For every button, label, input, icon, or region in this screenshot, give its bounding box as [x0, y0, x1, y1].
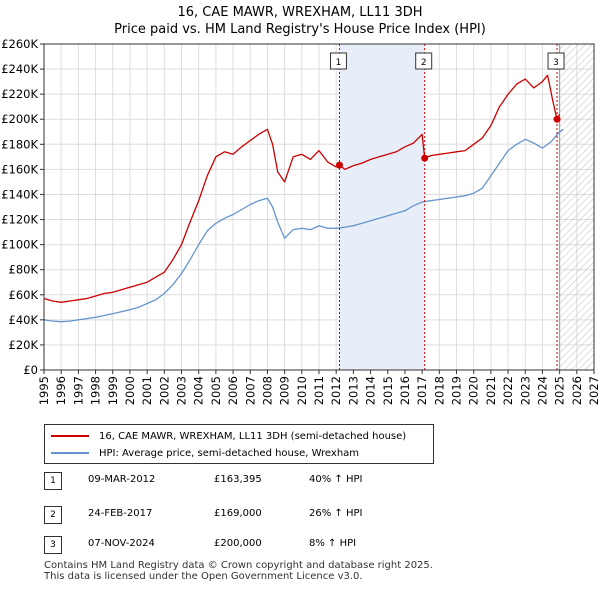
transaction-number-badge: 3 [44, 536, 62, 554]
x-tick-label: 2002 [157, 376, 171, 405]
x-tick-label: 2012 [329, 376, 343, 405]
footer: Contains HM Land Registry data © Crown c… [44, 560, 433, 582]
sale-markers: 1 2 3 [329, 44, 565, 370]
x-tick-label: 2024 [535, 376, 549, 405]
footer-copyright: Contains HM Land Registry data © Crown c… [44, 560, 433, 571]
sale-badge-label-1: 1 [336, 58, 342, 68]
property-price-line [43, 74, 561, 303]
y-tick-label: £60K [9, 288, 39, 302]
sale-badge-label-2: 2 [421, 58, 427, 68]
table-row: 1 09-MAR-2012 £163,395 40% ↑ HPI [44, 472, 564, 490]
y-tick-label: £20K [9, 338, 39, 352]
sale-badge-3 [547, 52, 565, 70]
transaction-number-badge: 2 [44, 506, 62, 524]
x-tick-label: 2016 [398, 376, 412, 405]
y-tick-label: £180K [1, 137, 38, 151]
transaction-price: £169,000 [214, 508, 262, 519]
x-tick-label: 1999 [106, 376, 120, 405]
legend-label-property: 16, CAE MAWR, WREXHAM, LL11 3DH (semi-de… [99, 430, 407, 442]
x-tick-label: 2019 [450, 376, 464, 405]
y-tick-label: £160K [1, 162, 38, 176]
x-tick-label: 2009 [278, 376, 292, 405]
x-tick-label: 2007 [243, 376, 257, 405]
x-tick-label: 2025 [553, 376, 567, 405]
transaction-price: £200,000 [214, 538, 262, 549]
title-line-1: 16, CAE MAWR, WREXHAM, LL11 3DH [177, 5, 423, 20]
x-tick-label: 2008 [260, 376, 274, 405]
transaction-hpi-change: 26% ↑ HPI [309, 508, 363, 519]
sale-point-3 [553, 115, 561, 123]
legend-swatch-hpi [51, 452, 89, 454]
y-tick-label: £140K [1, 187, 38, 201]
x-tick-label: 2021 [484, 376, 498, 405]
legend: 16, CAE MAWR, WREXHAM, LL11 3DH (semi-de… [44, 424, 434, 464]
x-tick-label: 2001 [140, 376, 154, 405]
sale-point-1 [335, 161, 343, 169]
x-tick-label: 2004 [192, 376, 206, 405]
transaction-date: 24-FEB-2017 [88, 508, 153, 519]
sale-point-2 [421, 154, 429, 162]
transaction-date: 07-NOV-2024 [88, 538, 155, 549]
x-tick-label: 2018 [432, 376, 446, 405]
y-tick-label: £260K [1, 37, 38, 51]
x-tick-label: 1997 [71, 376, 85, 405]
transaction-number-badge: 1 [44, 472, 62, 490]
y-tick-label: £200K [1, 112, 38, 126]
x-tick-label: 1996 [54, 376, 68, 405]
series-lines [43, 74, 564, 323]
axes: £0 £20K £40K £60K £80K £100K £120K £140K £160K £1… [1, 37, 600, 405]
y-tick-label: £80K [9, 263, 39, 277]
y-tick-label: £100K [1, 238, 38, 252]
x-tick-label: 2003 [175, 376, 189, 405]
legend-label-hpi: HPI: Average price, semi-detached house,… [99, 447, 360, 459]
price-chart: 1 2 3 £0 £20K £40K £60K £80K £100K £120K £140K £16… [1, 37, 600, 405]
x-tick-label: 2022 [501, 376, 515, 405]
transaction-date: 09-MAR-2012 [88, 474, 156, 485]
transaction-hpi-change: 40% ↑ HPI [309, 474, 363, 485]
x-tick-label: 1995 [37, 376, 51, 405]
x-tick-label: 2011 [312, 376, 326, 405]
x-tick-label: 2026 [570, 376, 584, 405]
legend-swatch-property [51, 435, 89, 437]
y-tick-label: £0 [23, 363, 38, 377]
x-tick-label: 1998 [89, 376, 103, 405]
forecast-hatch [559, 44, 594, 370]
title-line-2: Price paid vs. HM Land Registry's House … [114, 22, 486, 37]
sale-badge-2 [415, 52, 433, 70]
x-tick-label: 2005 [209, 376, 223, 405]
x-tick-label: 2015 [381, 376, 395, 405]
footer-licence: This data is licensed under the Open Gov… [44, 571, 363, 582]
transaction-price: £163,395 [214, 474, 262, 485]
shaded-region [339, 44, 594, 370]
x-tick-label: 2017 [415, 376, 429, 405]
transaction-hpi-change: 8% ↑ HPI [309, 538, 357, 549]
legend-item-property: 16, CAE MAWR, WREXHAM, LL11 3DH (semi-de… [51, 428, 406, 444]
sale-badge-label-3: 3 [553, 58, 559, 68]
x-tick-label: 2006 [226, 376, 240, 405]
sale-badge-1 [329, 52, 347, 70]
table-row: 2 24-FEB-2017 £169,000 26% ↑ HPI [44, 506, 564, 524]
x-tick-label: 2020 [467, 376, 481, 405]
hpi-line [43, 128, 564, 323]
x-tick-label: 2023 [518, 376, 532, 405]
x-tick-label: 2027 [587, 376, 600, 405]
x-tick-label: 2010 [295, 376, 309, 405]
x-tick-label: 2000 [123, 376, 137, 405]
y-tick-label: £40K [9, 313, 39, 327]
y-tick-label: £240K [1, 62, 38, 76]
chart-title: 16, CAE MAWR, WREXHAM, LL11 3DH Price pa… [0, 4, 600, 38]
y-tick-label: £220K [1, 87, 38, 101]
legend-item-hpi: HPI: Average price, semi-detached house,… [51, 445, 359, 461]
y-tick-label: £120K [1, 213, 38, 227]
table-row: 3 07-NOV-2024 £200,000 8% ↑ HPI [44, 536, 564, 554]
x-tick-label: 2013 [346, 376, 360, 405]
x-tick-label: 2014 [364, 376, 378, 405]
